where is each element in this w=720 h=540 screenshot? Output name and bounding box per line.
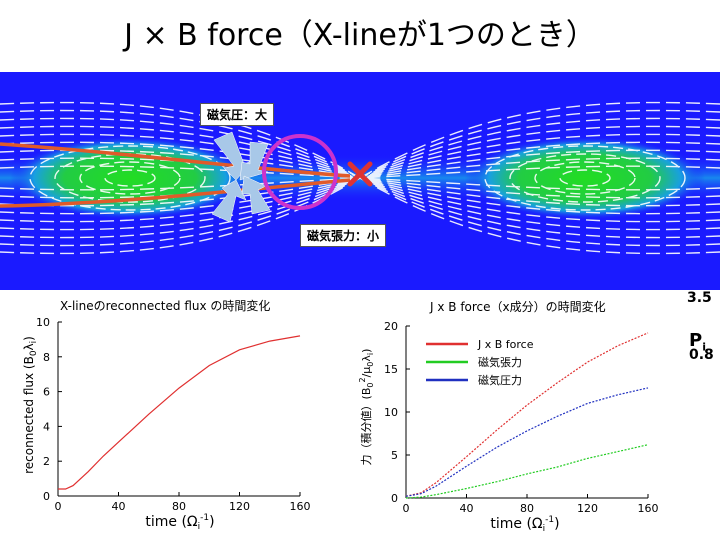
- chart1-x-tick-label: 0: [55, 500, 62, 513]
- chart1-series-0: [58, 335, 301, 490]
- field-line: [0, 149, 361, 179]
- slide-title: J × B force（X-lineが1つのとき）: [124, 18, 596, 53]
- field-line: [359, 165, 720, 179]
- colorbar-max: 3.5: [687, 290, 712, 306]
- field-line: [0, 177, 361, 223]
- field-line: [359, 117, 720, 179]
- field-line: [0, 125, 361, 179]
- colorbar-min: 0.8: [689, 347, 714, 363]
- field-line: [0, 109, 361, 179]
- field-line: [359, 125, 720, 179]
- chart2-x-tick-label: 120: [577, 502, 598, 515]
- plasmoid-right: [465, 136, 705, 220]
- chart2-y-tick-label: 20: [384, 320, 398, 333]
- chart2-series-2: [405, 387, 649, 497]
- chart1-x-tick-label: 40: [112, 500, 126, 513]
- field-line: [0, 177, 361, 247]
- field-line: [0, 177, 361, 191]
- field-line: [359, 109, 720, 179]
- chart2-series-1: [405, 444, 649, 499]
- chart1-xlabel: time (Ωi-1): [145, 513, 214, 532]
- magnetic-tension-label: 磁気張力：小: [300, 224, 387, 247]
- field-line: [509, 153, 661, 203]
- plasmoid-left: [10, 136, 250, 220]
- chart2-x-tick-label: 0: [403, 502, 410, 515]
- chart2-legend-label: 磁気圧力: [478, 373, 522, 387]
- magnetic-pressure-label: 磁気圧：大: [200, 103, 275, 126]
- chart1-x-tick-label: 80: [172, 500, 186, 513]
- tension-arrow-right: [241, 175, 271, 215]
- chart2-y-tick-label: 5: [391, 449, 398, 462]
- chart2-y-tick-label: 15: [384, 363, 398, 376]
- field-line: [359, 149, 720, 179]
- field-line: [534, 161, 636, 195]
- chart2-y-tick-label: 10: [384, 406, 398, 419]
- chart2-series-0: [405, 332, 649, 497]
- pressure-arrow-right: [239, 141, 269, 181]
- magnetic-field-image: [0, 72, 720, 290]
- field-line: [0, 133, 361, 179]
- field-line: [29, 145, 231, 211]
- chart2-y-tick-label: 0: [391, 492, 398, 505]
- field-line: [0, 177, 361, 255]
- field-line: [359, 177, 720, 223]
- field-line: [0, 165, 361, 179]
- colorbar-quantity: Pi: [689, 330, 706, 354]
- field-line: [359, 101, 720, 179]
- field-line: [79, 161, 181, 195]
- field-line: [0, 101, 361, 179]
- field-line: [0, 177, 361, 231]
- chart1-y-tick-label: 6: [43, 386, 50, 399]
- chart1-ylabel: reconnected flux (B0λi): [22, 336, 39, 474]
- field-line: [0, 141, 361, 179]
- field-line: [359, 177, 720, 255]
- field-line: [359, 133, 720, 179]
- chart2-legend-label: J x B force: [477, 338, 534, 351]
- chart1-y-tick-label: 10: [36, 316, 50, 329]
- field-line: [0, 117, 361, 179]
- reconnected-flux-chart: 0 40 80 120 160 0 2 4 6 8 10 reconnected flux (B0λ…: [22, 316, 311, 532]
- field-line: [484, 145, 686, 211]
- field-line: [0, 177, 361, 215]
- field-line: [559, 169, 611, 187]
- chart1-title: X-lineのreconnected flux の時間変化: [60, 299, 271, 313]
- chart1-x-tick-label: 120: [229, 500, 250, 513]
- field-line: [359, 177, 720, 247]
- chart2-xlabel: time (Ωi-1): [490, 515, 559, 534]
- field-line: [359, 177, 720, 207]
- chart2-x-tick-label: 80: [520, 502, 534, 515]
- chart2-ylabel: 力（積分値）(B02/μ0λi): [358, 349, 375, 466]
- chart1-x-tick-label: 160: [290, 500, 311, 513]
- chart2-legend-label: 磁気張力: [478, 355, 522, 369]
- chart2-x-tick-label: 160: [638, 502, 659, 515]
- tension-arrow-left: [211, 179, 247, 223]
- chart1-y-tick-label: 2: [43, 455, 50, 468]
- flux-tube-upper: [0, 142, 351, 178]
- chart1-y-tick-label: 8: [43, 351, 50, 364]
- chart2-x-tick-label: 40: [460, 502, 474, 515]
- x-line-mark: [347, 161, 373, 187]
- field-line: [359, 177, 720, 191]
- field-line: [104, 169, 156, 187]
- chart1-y-tick-label: 0: [43, 490, 50, 503]
- field-line: [359, 177, 720, 215]
- field-line: [359, 141, 720, 179]
- region-circle: [262, 134, 338, 210]
- field-line: [0, 177, 361, 239]
- field-line: [359, 177, 720, 231]
- chart1-y-tick-label: 4: [43, 420, 50, 433]
- flux-tube-lower: [0, 178, 351, 208]
- chart2-title: J x B force（x成分）の時間変化: [430, 300, 606, 314]
- field-line: [359, 177, 720, 239]
